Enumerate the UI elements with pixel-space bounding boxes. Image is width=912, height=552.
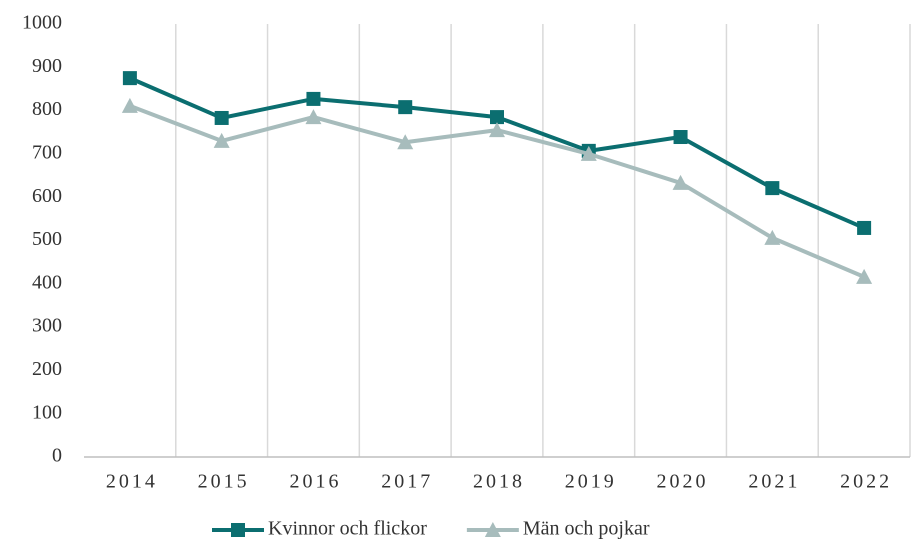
legend-label: Män och pojkar: [523, 518, 650, 540]
y-tick-label: 100: [32, 401, 62, 423]
y-tick-label: 700: [32, 141, 62, 163]
x-tick-label: 2019: [565, 471, 617, 493]
x-tick-label: 2014: [106, 471, 158, 493]
y-tick-label: 300: [32, 315, 62, 337]
marker: [764, 229, 781, 245]
marker: [121, 97, 138, 113]
x-tick-label: 2022: [840, 471, 892, 493]
marker: [856, 268, 873, 284]
marker: [122, 71, 137, 86]
y-tick-label: 400: [32, 271, 62, 293]
y-tick-label: 1000: [22, 12, 62, 34]
marker: [305, 109, 322, 125]
marker: [214, 110, 229, 125]
x-tick-label: 2016: [289, 471, 341, 493]
y-tick-label: 500: [32, 228, 62, 250]
series-line: [129, 76, 865, 230]
marker: [672, 174, 689, 190]
legend-label: Kvinnor och flickor: [268, 518, 427, 540]
marker: [484, 522, 501, 537]
marker: [489, 122, 505, 138]
marker: [213, 132, 230, 148]
marker: [857, 220, 872, 235]
marker: [306, 91, 321, 106]
marker: [397, 134, 414, 150]
marker: [490, 110, 504, 125]
x-tick-label: 2017: [381, 471, 433, 493]
marker: [398, 100, 413, 115]
marker: [765, 181, 780, 196]
x-tick-label: 2021: [748, 471, 800, 493]
y-tick-label: 0: [52, 445, 62, 467]
x-tick-label: 2015: [198, 471, 250, 493]
marker: [580, 145, 597, 161]
x-tick-label: 2020: [657, 471, 709, 493]
x-tick-label: 2018: [473, 471, 525, 493]
y-tick-label: 900: [32, 55, 62, 77]
y-tick-label: 200: [32, 358, 62, 380]
y-tick-label: 800: [32, 98, 62, 120]
y-tick-label: 600: [32, 185, 62, 207]
marker: [231, 523, 245, 537]
marker: [673, 130, 688, 145]
